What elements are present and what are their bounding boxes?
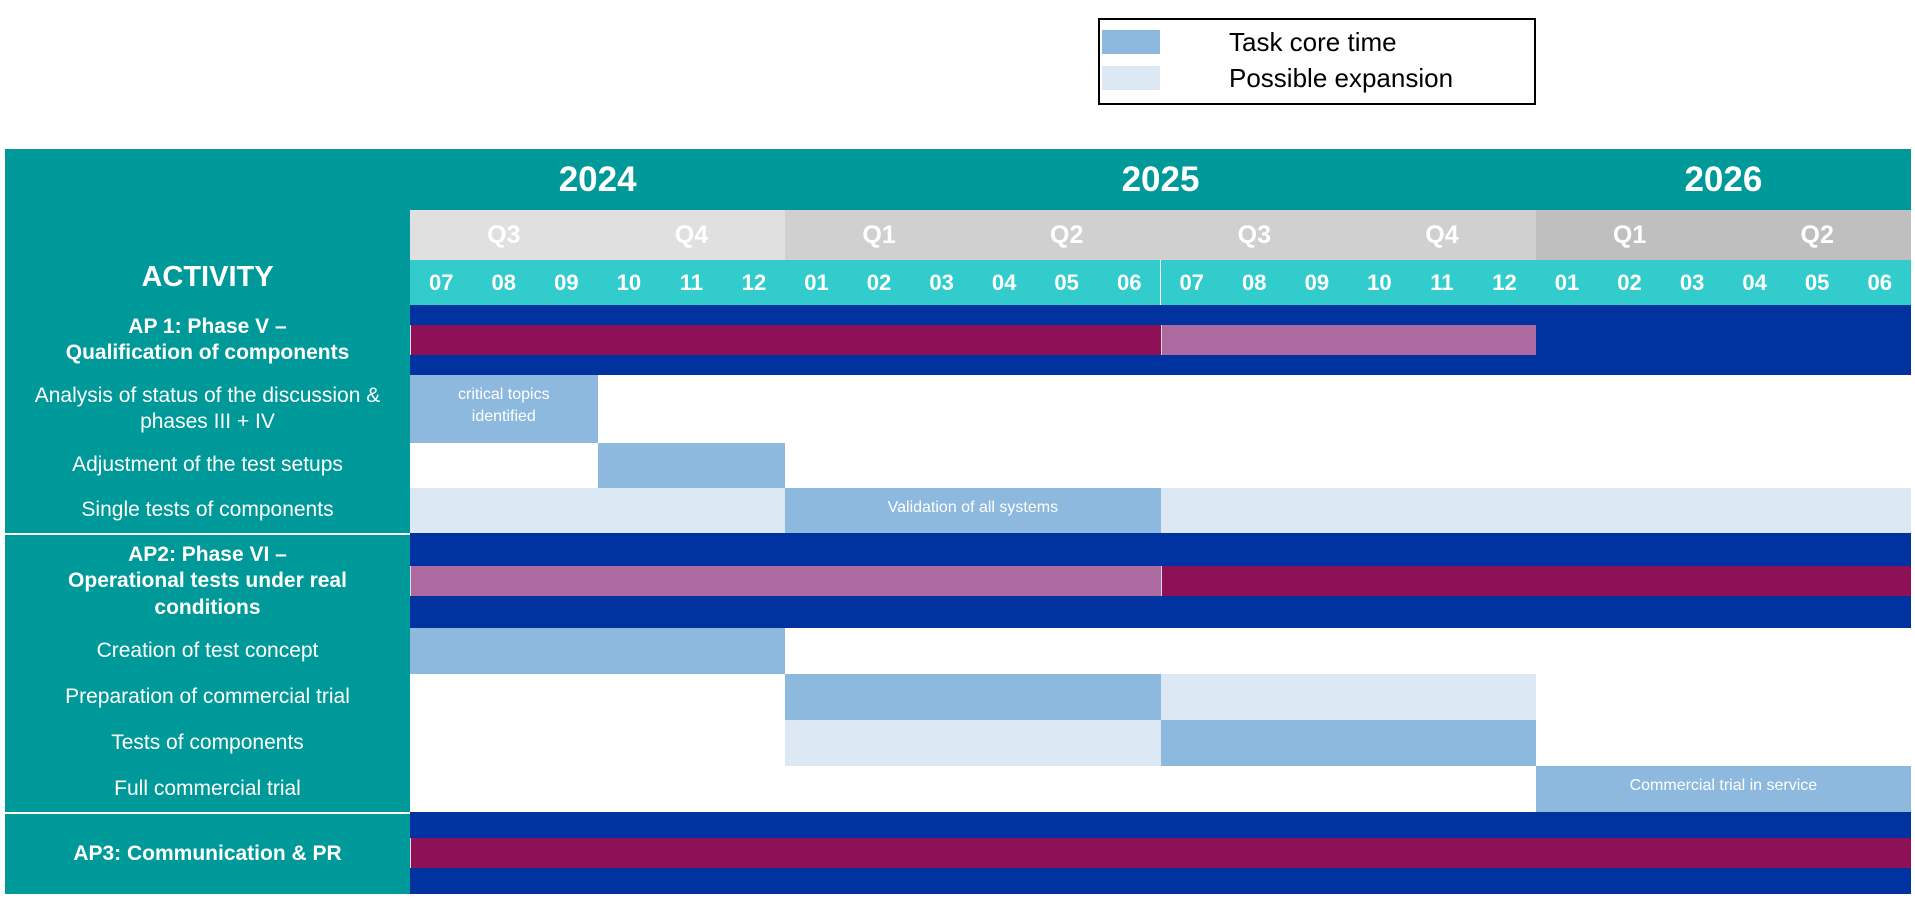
month-label: 08 xyxy=(1223,260,1286,305)
task-bar xyxy=(410,628,786,674)
activity-label: Creation of test concept xyxy=(5,628,410,674)
month-label: 08 xyxy=(472,260,536,305)
activity-label: Adjustment of the test setups xyxy=(5,443,410,488)
bar-label: Validation of all systems xyxy=(887,498,1059,516)
month-label: 04 xyxy=(972,260,1036,305)
month-label: 10 xyxy=(1348,260,1411,305)
month-label: 01 xyxy=(785,260,848,305)
task-bar xyxy=(1160,720,1536,766)
month-label: 11 xyxy=(1410,260,1474,305)
activity-label: Full commercial trial xyxy=(5,766,410,812)
bar-label: critical topics identified xyxy=(458,386,550,425)
activity-label: AP2: Phase VI – Operational tests under … xyxy=(5,533,410,628)
task-bar xyxy=(597,443,786,488)
bar-label: Commercial trial in service xyxy=(1629,777,1818,795)
month-label: 07 xyxy=(1160,260,1224,305)
year-label: 2026 xyxy=(1684,159,1763,199)
activity-header: ACTIVITY xyxy=(141,261,274,293)
legend-label: Task core time xyxy=(1229,27,1397,57)
month-label: 06 xyxy=(1848,260,1911,305)
legend xyxy=(1098,18,1536,105)
task-bar xyxy=(1160,488,1911,533)
quarter-label: Q1 xyxy=(1535,210,1724,260)
month-label: 06 xyxy=(1097,260,1161,305)
month-label: 11 xyxy=(660,260,723,305)
task-bar xyxy=(785,674,1161,720)
month-label: 10 xyxy=(597,260,661,305)
month-label: 04 xyxy=(1723,260,1786,305)
month-label: 03 xyxy=(1660,260,1724,305)
activity-header-bg xyxy=(5,149,410,305)
month-label: 02 xyxy=(847,260,911,305)
activity-label: Tests of components xyxy=(5,720,410,766)
legend-swatch xyxy=(1102,66,1160,90)
month-label: 09 xyxy=(1285,260,1349,305)
phase-bar xyxy=(410,325,1161,355)
year-label: 2025 xyxy=(1121,159,1200,199)
month-label: 05 xyxy=(1035,260,1098,305)
task-bar xyxy=(1160,674,1536,720)
legend-label: Possible expansion xyxy=(1229,63,1454,93)
quarter-label: Q4 xyxy=(597,210,786,260)
phase-bar xyxy=(410,838,1911,868)
month-label: 03 xyxy=(910,260,973,305)
month-label: 02 xyxy=(1598,260,1661,305)
task-bar xyxy=(410,375,598,443)
month-label: 07 xyxy=(410,260,473,305)
quarter-label: Q1 xyxy=(785,210,973,260)
quarter-label: Q3 xyxy=(1160,210,1349,260)
quarter-label: Q2 xyxy=(1723,210,1911,260)
month-label: 12 xyxy=(1473,260,1536,305)
legend-swatch xyxy=(1102,30,1160,54)
task-bar xyxy=(1535,766,1911,812)
activity-label: Preparation of commercial trial xyxy=(5,674,410,720)
phase-bar xyxy=(1160,325,1536,355)
month-label: 09 xyxy=(535,260,598,305)
activity-label: AP3: Communication & PR xyxy=(5,812,410,894)
quarter-label: Q2 xyxy=(972,210,1161,260)
year-row-bg xyxy=(410,149,1911,210)
month-label: 01 xyxy=(1535,260,1599,305)
activity-label: Analysis of status of the discussion & p… xyxy=(5,375,410,443)
quarter-label: Q4 xyxy=(1348,210,1536,260)
task-bar xyxy=(785,488,1161,533)
month-label: 12 xyxy=(722,260,786,305)
activity-label: Single tests of components xyxy=(5,488,410,533)
year-label: 2024 xyxy=(558,159,637,199)
task-bar xyxy=(410,488,786,533)
phase-bar xyxy=(1160,565,1911,596)
task-bar xyxy=(785,720,1161,766)
quarter-label: Q3 xyxy=(410,210,598,260)
phase-bar xyxy=(410,565,1161,596)
activity-label: AP 1: Phase V – Qualification of compone… xyxy=(5,305,410,375)
month-label: 05 xyxy=(1785,260,1849,305)
